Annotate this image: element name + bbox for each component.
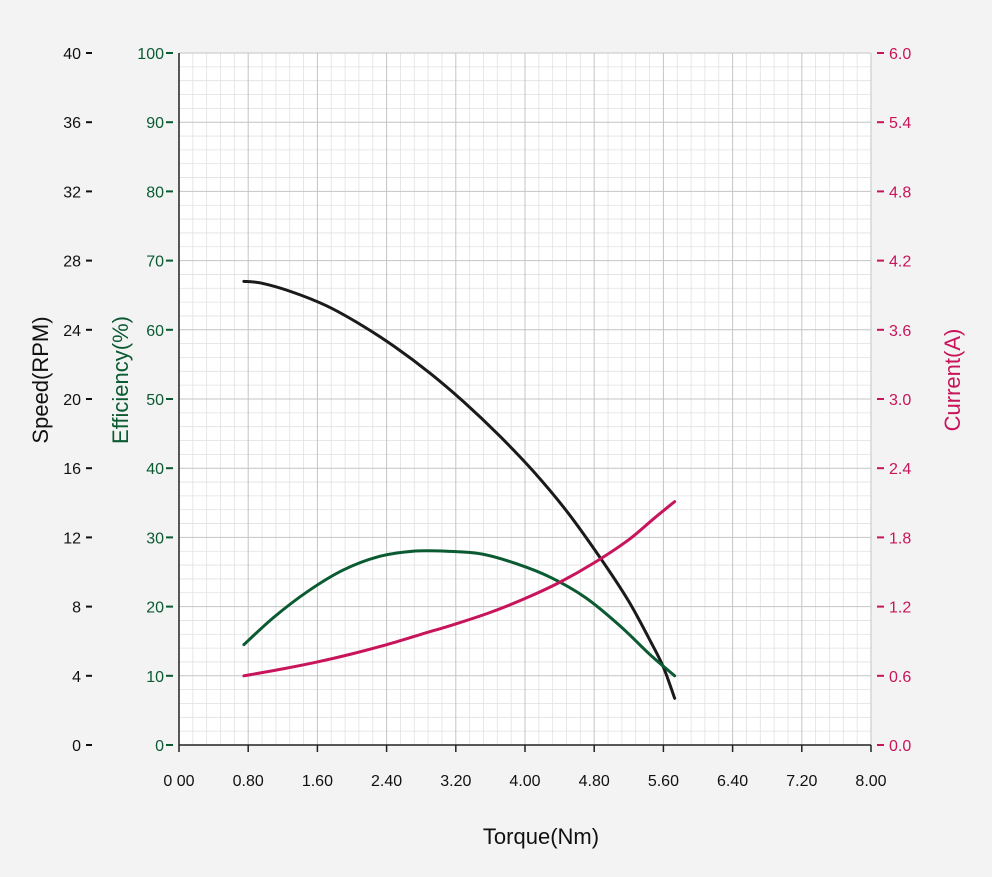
speed-tick-label: 12 [63,530,81,547]
x-tick-label: 6.40 [717,773,748,790]
efficiency-tick-label: 10 [146,669,164,686]
efficiency-tick-label: 60 [146,323,164,340]
efficiency-tick-label: 90 [146,115,164,132]
efficiency-axis-title: Efficiency(%) [108,316,133,444]
speed-tick-label: 4 [72,669,81,686]
efficiency-tick-label: 70 [146,254,164,271]
speed-tick-label: 0 [72,738,81,755]
x-tick-label: 5.60 [648,773,679,790]
current-axis-title: Current(A) [940,329,965,432]
x-tick-label: 8.00 [855,773,886,790]
current-tick-label: 1.2 [889,600,911,617]
x-tick-label: 0.80 [233,773,264,790]
x-axis-title: Torque(Nm) [483,824,599,849]
speed-curve [242,279,677,700]
current-tick-label: 6.0 [889,46,911,63]
efficiency-tick-label: 20 [146,600,164,617]
x-tick-label: 1.60 [302,773,333,790]
speed-tick-label: 32 [63,184,81,201]
speed-axis-title: Speed(RPM) [28,316,53,443]
speed-tick-label: 20 [63,392,81,409]
speed-tick-label: 28 [63,254,81,271]
grid [179,52,872,745]
x-tick-label: 2.40 [371,773,402,790]
current-tick-label: 4.8 [889,184,911,201]
efficiency-tick-label: 80 [146,184,164,201]
efficiency-curve [242,549,677,678]
speed-tick-label: 8 [72,600,81,617]
efficiency-tick-label: 50 [146,392,164,409]
series [242,279,677,700]
speed-tick-label: 24 [63,323,81,340]
x-tick-label: 4.00 [509,773,540,790]
speed-tick-label: 40 [63,46,81,63]
efficiency-tick-label: 30 [146,530,164,547]
current-tick-label: 0.6 [889,669,911,686]
speed-tick-label: 16 [63,461,81,478]
x-tick-label: 7.20 [786,773,817,790]
current-tick-label: 4.2 [889,254,911,271]
ticks: 0 00 0.80 1.60 2.40 3.20 4.00 4.80 5.60 6.40 7.20… [63,46,911,790]
x-tick-label: 0 00 [163,773,194,790]
current-tick-label: 2.4 [889,461,911,478]
current-tick-label: 0.0 [889,738,911,755]
speed-tick-label: 36 [63,115,81,132]
efficiency-tick-label: 100 [137,46,164,63]
current-curve [242,500,677,678]
current-tick-label: 3.0 [889,392,911,409]
efficiency-tick-label: 40 [146,461,164,478]
current-tick-label: 5.4 [889,115,911,132]
current-tick-label: 3.6 [889,323,911,340]
efficiency-tick-label: 0 [155,738,164,755]
current-tick-label: 1.8 [889,530,911,547]
x-tick-label: 4.80 [579,773,610,790]
x-tick-label: 3.20 [440,773,471,790]
